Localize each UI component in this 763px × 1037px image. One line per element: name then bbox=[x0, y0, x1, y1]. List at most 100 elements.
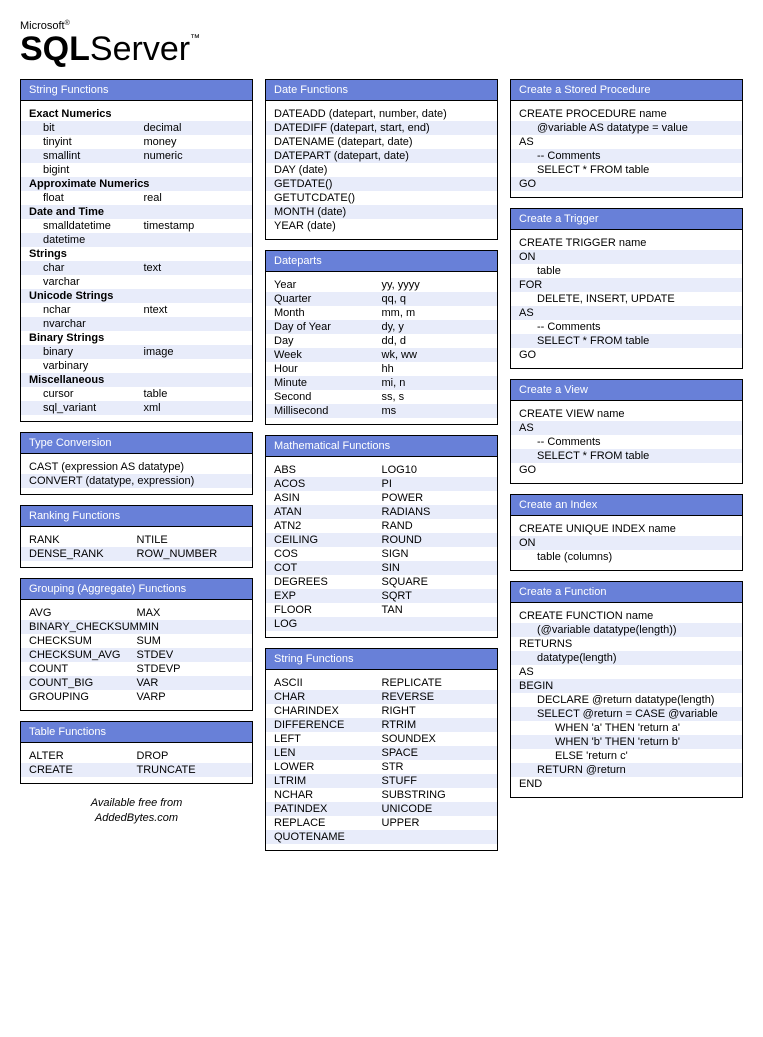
cell-left: nvarchar bbox=[43, 318, 244, 330]
cell-left: char bbox=[43, 262, 144, 274]
code-text: table (columns) bbox=[537, 551, 612, 563]
cell-left: LOWER bbox=[274, 761, 382, 773]
cell-left: smalldatetime bbox=[43, 220, 144, 232]
cell-right: SIGN bbox=[382, 548, 490, 560]
cell-right: SOUNDEX bbox=[382, 733, 490, 745]
code-text: -- Comments bbox=[537, 321, 601, 333]
cell-left: GETDATE() bbox=[274, 178, 489, 190]
panel-body: ASCIIREPLICATECHARREVERSECHARINDEXRIGHTD… bbox=[266, 670, 497, 850]
code-line: GO bbox=[511, 177, 742, 191]
table-row: CAST (expression AS datatype) bbox=[21, 460, 252, 474]
cell-left: ASIN bbox=[274, 492, 382, 504]
panel-header: Type Conversion bbox=[21, 433, 252, 454]
indent-spacer bbox=[29, 262, 43, 274]
code-text: SELECT * FROM table bbox=[537, 164, 649, 176]
indent-spacer bbox=[29, 360, 43, 372]
cell-right: real bbox=[144, 192, 245, 204]
table-row: MONTH (date) bbox=[266, 205, 497, 219]
table-row: CREATETRUNCATE bbox=[21, 763, 252, 777]
cell-left: Day of Year bbox=[274, 321, 382, 333]
cell-left: LEN bbox=[274, 747, 382, 759]
cell-right: hh bbox=[382, 363, 490, 375]
indent-spacer bbox=[29, 318, 43, 330]
cell-right: RAND bbox=[382, 520, 490, 532]
code-text: FOR bbox=[519, 279, 542, 291]
table-row: ATN2RAND bbox=[266, 519, 497, 533]
cell-left: CONVERT (datatype, expression) bbox=[29, 475, 244, 487]
table-row: smallintnumeric bbox=[21, 149, 252, 163]
panel: DatepartsYearyy, yyyyQuarterqq, qMonthmm… bbox=[265, 250, 498, 425]
code-line: AS bbox=[511, 135, 742, 149]
code-text: RETURNS bbox=[519, 638, 572, 650]
cell-left: AVG bbox=[29, 607, 137, 619]
cell-right: RTRIM bbox=[382, 719, 490, 731]
table-row: ABSLOG10 bbox=[266, 463, 497, 477]
code-text: GO bbox=[519, 178, 536, 190]
code-line: SELECT * FROM table bbox=[511, 449, 742, 463]
code-line: ON bbox=[511, 250, 742, 264]
cell-right: MAX bbox=[137, 607, 245, 619]
code-line: RETURN @return bbox=[511, 763, 742, 777]
cell-left: ABS bbox=[274, 464, 382, 476]
cell-left: Day bbox=[274, 335, 382, 347]
code-text: GO bbox=[519, 349, 536, 361]
group-header: Exact Numerics bbox=[21, 107, 252, 121]
cell-left: LOG bbox=[274, 618, 489, 630]
group-header: Binary Strings bbox=[21, 331, 252, 345]
code-line: datatype(length) bbox=[511, 651, 742, 665]
panel-body: CREATE FUNCTION name(@variable datatype(… bbox=[511, 603, 742, 797]
table-row: binaryimage bbox=[21, 345, 252, 359]
cell-left: bit bbox=[43, 122, 144, 134]
cell-left: COS bbox=[274, 548, 382, 560]
cell-right: mi, n bbox=[382, 377, 490, 389]
cell-left: ACOS bbox=[274, 478, 382, 490]
panel: String FunctionsExact Numericsbitdecimal… bbox=[20, 79, 253, 422]
code-line: -- Comments bbox=[511, 435, 742, 449]
code-text: -- Comments bbox=[537, 150, 601, 162]
panel-body: Exact Numericsbitdecimaltinyintmoneysmal… bbox=[21, 101, 252, 421]
cell-right: mm, m bbox=[382, 307, 490, 319]
group-header: Date and Time bbox=[21, 205, 252, 219]
cell-right: text bbox=[144, 262, 245, 274]
cell-right: VARP bbox=[137, 691, 245, 703]
logo-company: Microsoft® bbox=[20, 20, 743, 32]
cell-left: float bbox=[43, 192, 144, 204]
indent-spacer bbox=[29, 276, 43, 288]
code-text: AS bbox=[519, 666, 534, 678]
panel-body: CREATE UNIQUE INDEX nameONtable (columns… bbox=[511, 516, 742, 570]
content-columns: String Functions Exact Numericsbitdecimal… bbox=[20, 79, 743, 861]
code-line: @variable AS datatype = value bbox=[511, 121, 742, 135]
panel: String FunctionsASCIIREPLICATECHARREVERS… bbox=[265, 648, 498, 851]
cell-left: Quarter bbox=[274, 293, 382, 305]
cell-left: bigint bbox=[43, 164, 244, 176]
group-header: Miscellaneous bbox=[21, 373, 252, 387]
panel-header: String Functions bbox=[266, 649, 497, 670]
logo-tm: ™ bbox=[190, 33, 200, 44]
table-row: DATEADD (datepart, number, date) bbox=[266, 107, 497, 121]
panel-header: Date Functions bbox=[266, 80, 497, 101]
cell-right: MIN bbox=[139, 621, 244, 633]
cell-left: CEILING bbox=[274, 534, 382, 546]
cell-left: DATEPART (datepart, date) bbox=[274, 150, 489, 162]
panel: Create a TriggerCREATE TRIGGER nameONtab… bbox=[510, 208, 743, 369]
table-row: ASINPOWER bbox=[266, 491, 497, 505]
code-text: ON bbox=[519, 537, 536, 549]
cell-right: STR bbox=[382, 761, 490, 773]
cell-right: SPACE bbox=[382, 747, 490, 759]
table-row: LOWERSTR bbox=[266, 760, 497, 774]
code-line: CREATE TRIGGER name bbox=[511, 236, 742, 250]
table-row: DIFFERENCERTRIM bbox=[266, 718, 497, 732]
table-row: COSSIGN bbox=[266, 547, 497, 561]
cell-right: DROP bbox=[137, 750, 245, 762]
cell-left: Year bbox=[274, 279, 382, 291]
table-row: GETDATE() bbox=[266, 177, 497, 191]
code-text: SELECT * FROM table bbox=[537, 335, 649, 347]
cell-right: qq, q bbox=[382, 293, 490, 305]
code-line: CREATE FUNCTION name bbox=[511, 609, 742, 623]
code-text: AS bbox=[519, 307, 534, 319]
cell-right: STDEVP bbox=[137, 663, 245, 675]
panel: Mathematical FunctionsABSLOG10ACOSPIASIN… bbox=[265, 435, 498, 638]
table-row: CEILINGROUND bbox=[266, 533, 497, 547]
cell-right: timestamp bbox=[144, 220, 245, 232]
panel-header: Mathematical Functions bbox=[266, 436, 497, 457]
